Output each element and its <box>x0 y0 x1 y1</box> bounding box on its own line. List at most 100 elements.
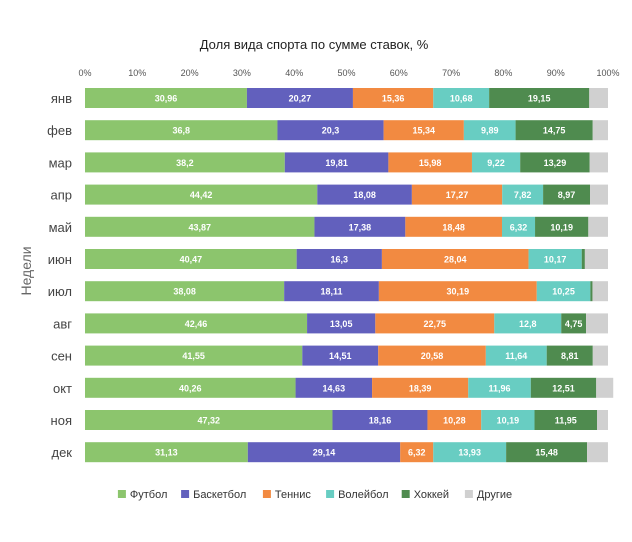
legend-label: Волейбол <box>338 489 389 501</box>
data-label: 11,96 <box>489 383 511 393</box>
data-label: 30,96 <box>155 94 178 104</box>
bar-segment <box>481 410 535 430</box>
data-label: 17,27 <box>446 190 469 200</box>
bar-segment <box>388 152 472 173</box>
x-tick-label: 10% <box>128 68 146 78</box>
bar-segment <box>587 442 608 463</box>
bar-segment <box>85 216 315 237</box>
bar-segment <box>468 377 531 398</box>
data-label: 36,8 <box>172 126 190 136</box>
data-label: 15,36 <box>382 94 405 104</box>
data-label: 47,32 <box>197 416 220 426</box>
legend-swatch <box>326 490 335 498</box>
legend-label: Теннис <box>275 489 312 501</box>
y-tick-label: ноя <box>51 413 72 428</box>
bar-segment <box>85 249 297 269</box>
bar-segment <box>528 249 582 269</box>
bar-segment <box>589 152 608 173</box>
bar-segment <box>433 88 490 108</box>
legend-swatch <box>262 490 271 498</box>
data-label: 11,64 <box>505 351 527 361</box>
legend-swatch <box>401 490 410 498</box>
data-label: 10,19 <box>497 416 520 426</box>
bar-segment <box>520 152 590 173</box>
bar-segment <box>588 216 608 237</box>
data-label: 18,08 <box>353 190 376 200</box>
bar-segment <box>546 345 593 366</box>
bar-segment <box>381 249 529 269</box>
bar-segment <box>372 377 469 398</box>
bar-segment <box>85 184 318 205</box>
bar-segment <box>85 313 308 334</box>
bar-segment <box>592 345 608 366</box>
data-label: 10,17 <box>544 255 567 265</box>
bar-segment <box>284 152 389 173</box>
bar-segment <box>277 120 384 141</box>
data-label: 7,82 <box>514 190 532 200</box>
y-tick-label: мар <box>49 155 72 170</box>
data-label: 20,3 <box>322 126 340 136</box>
x-tick-label: 40% <box>285 68 303 78</box>
bar-segment <box>543 184 591 205</box>
bar-segment <box>471 152 521 173</box>
data-label: 17,38 <box>349 222 372 232</box>
bar-segment <box>433 442 507 463</box>
y-tick-label: апр <box>51 188 73 203</box>
data-label: 14,75 <box>543 126 566 136</box>
data-label: 18,11 <box>321 287 343 297</box>
bar-segment <box>530 377 597 398</box>
bar-segment <box>411 184 503 205</box>
data-label: 28,04 <box>444 255 467 265</box>
bar-segment <box>534 410 598 430</box>
bar-segment <box>307 313 376 334</box>
bar-segment <box>584 249 608 269</box>
data-label: 19,15 <box>528 94 551 104</box>
bar-segment <box>85 345 303 366</box>
bar-segment <box>332 410 428 430</box>
bar-segment <box>561 313 587 334</box>
bar-segment <box>85 281 285 302</box>
bar-segment <box>586 313 608 334</box>
bar-segment <box>352 88 434 108</box>
legend-swatch <box>181 490 190 498</box>
legend-swatch <box>117 490 126 498</box>
bar-segment <box>485 345 547 366</box>
data-label: 40,26 <box>179 383 202 393</box>
bars: 30,96 20,27 15,36 10,68 19,15 36,8 20,3 15,34 9,… <box>85 88 614 463</box>
bar-segment <box>317 184 412 205</box>
data-label: 10,28 <box>443 416 466 426</box>
data-label: 40,47 <box>180 255 203 265</box>
bar-segment <box>375 313 495 334</box>
bar-segment <box>592 281 608 302</box>
bar-segment <box>247 442 401 463</box>
bar-segment <box>590 281 593 302</box>
bar-segment <box>85 377 296 398</box>
bar-segment <box>295 377 373 398</box>
y-tick-label: янв <box>51 91 72 106</box>
data-label: 13,93 <box>458 448 481 458</box>
bar-segment <box>85 442 248 463</box>
data-label: 11,95 <box>555 416 577 426</box>
data-label: 12,8 <box>519 319 537 329</box>
data-label: 43,87 <box>188 222 211 232</box>
chart-title: Доля вида спорта по сумме ставок, % <box>200 37 429 52</box>
data-label: 18,39 <box>409 383 432 393</box>
bar-segment <box>85 410 333 430</box>
y-tick-label: фев <box>47 123 72 138</box>
bar-segment <box>590 184 608 205</box>
data-label: 44,42 <box>190 190 213 200</box>
bar-segment <box>592 120 608 141</box>
y-tick-label: дек <box>51 445 72 460</box>
legend: Футбол Баскетбол Теннис Волейбол Хоккей Други… <box>117 489 512 501</box>
bar-segment <box>597 410 608 430</box>
data-label: 14,51 <box>329 351 352 361</box>
data-label: 18,16 <box>369 416 392 426</box>
data-label: 30,19 <box>447 287 470 297</box>
data-label: 38,2 <box>176 158 194 168</box>
bar-segment <box>489 88 590 108</box>
data-label: 9,22 <box>487 158 505 168</box>
data-label: 15,34 <box>412 126 435 136</box>
x-tick-label: 90% <box>547 68 565 78</box>
bar-segment <box>246 88 353 108</box>
